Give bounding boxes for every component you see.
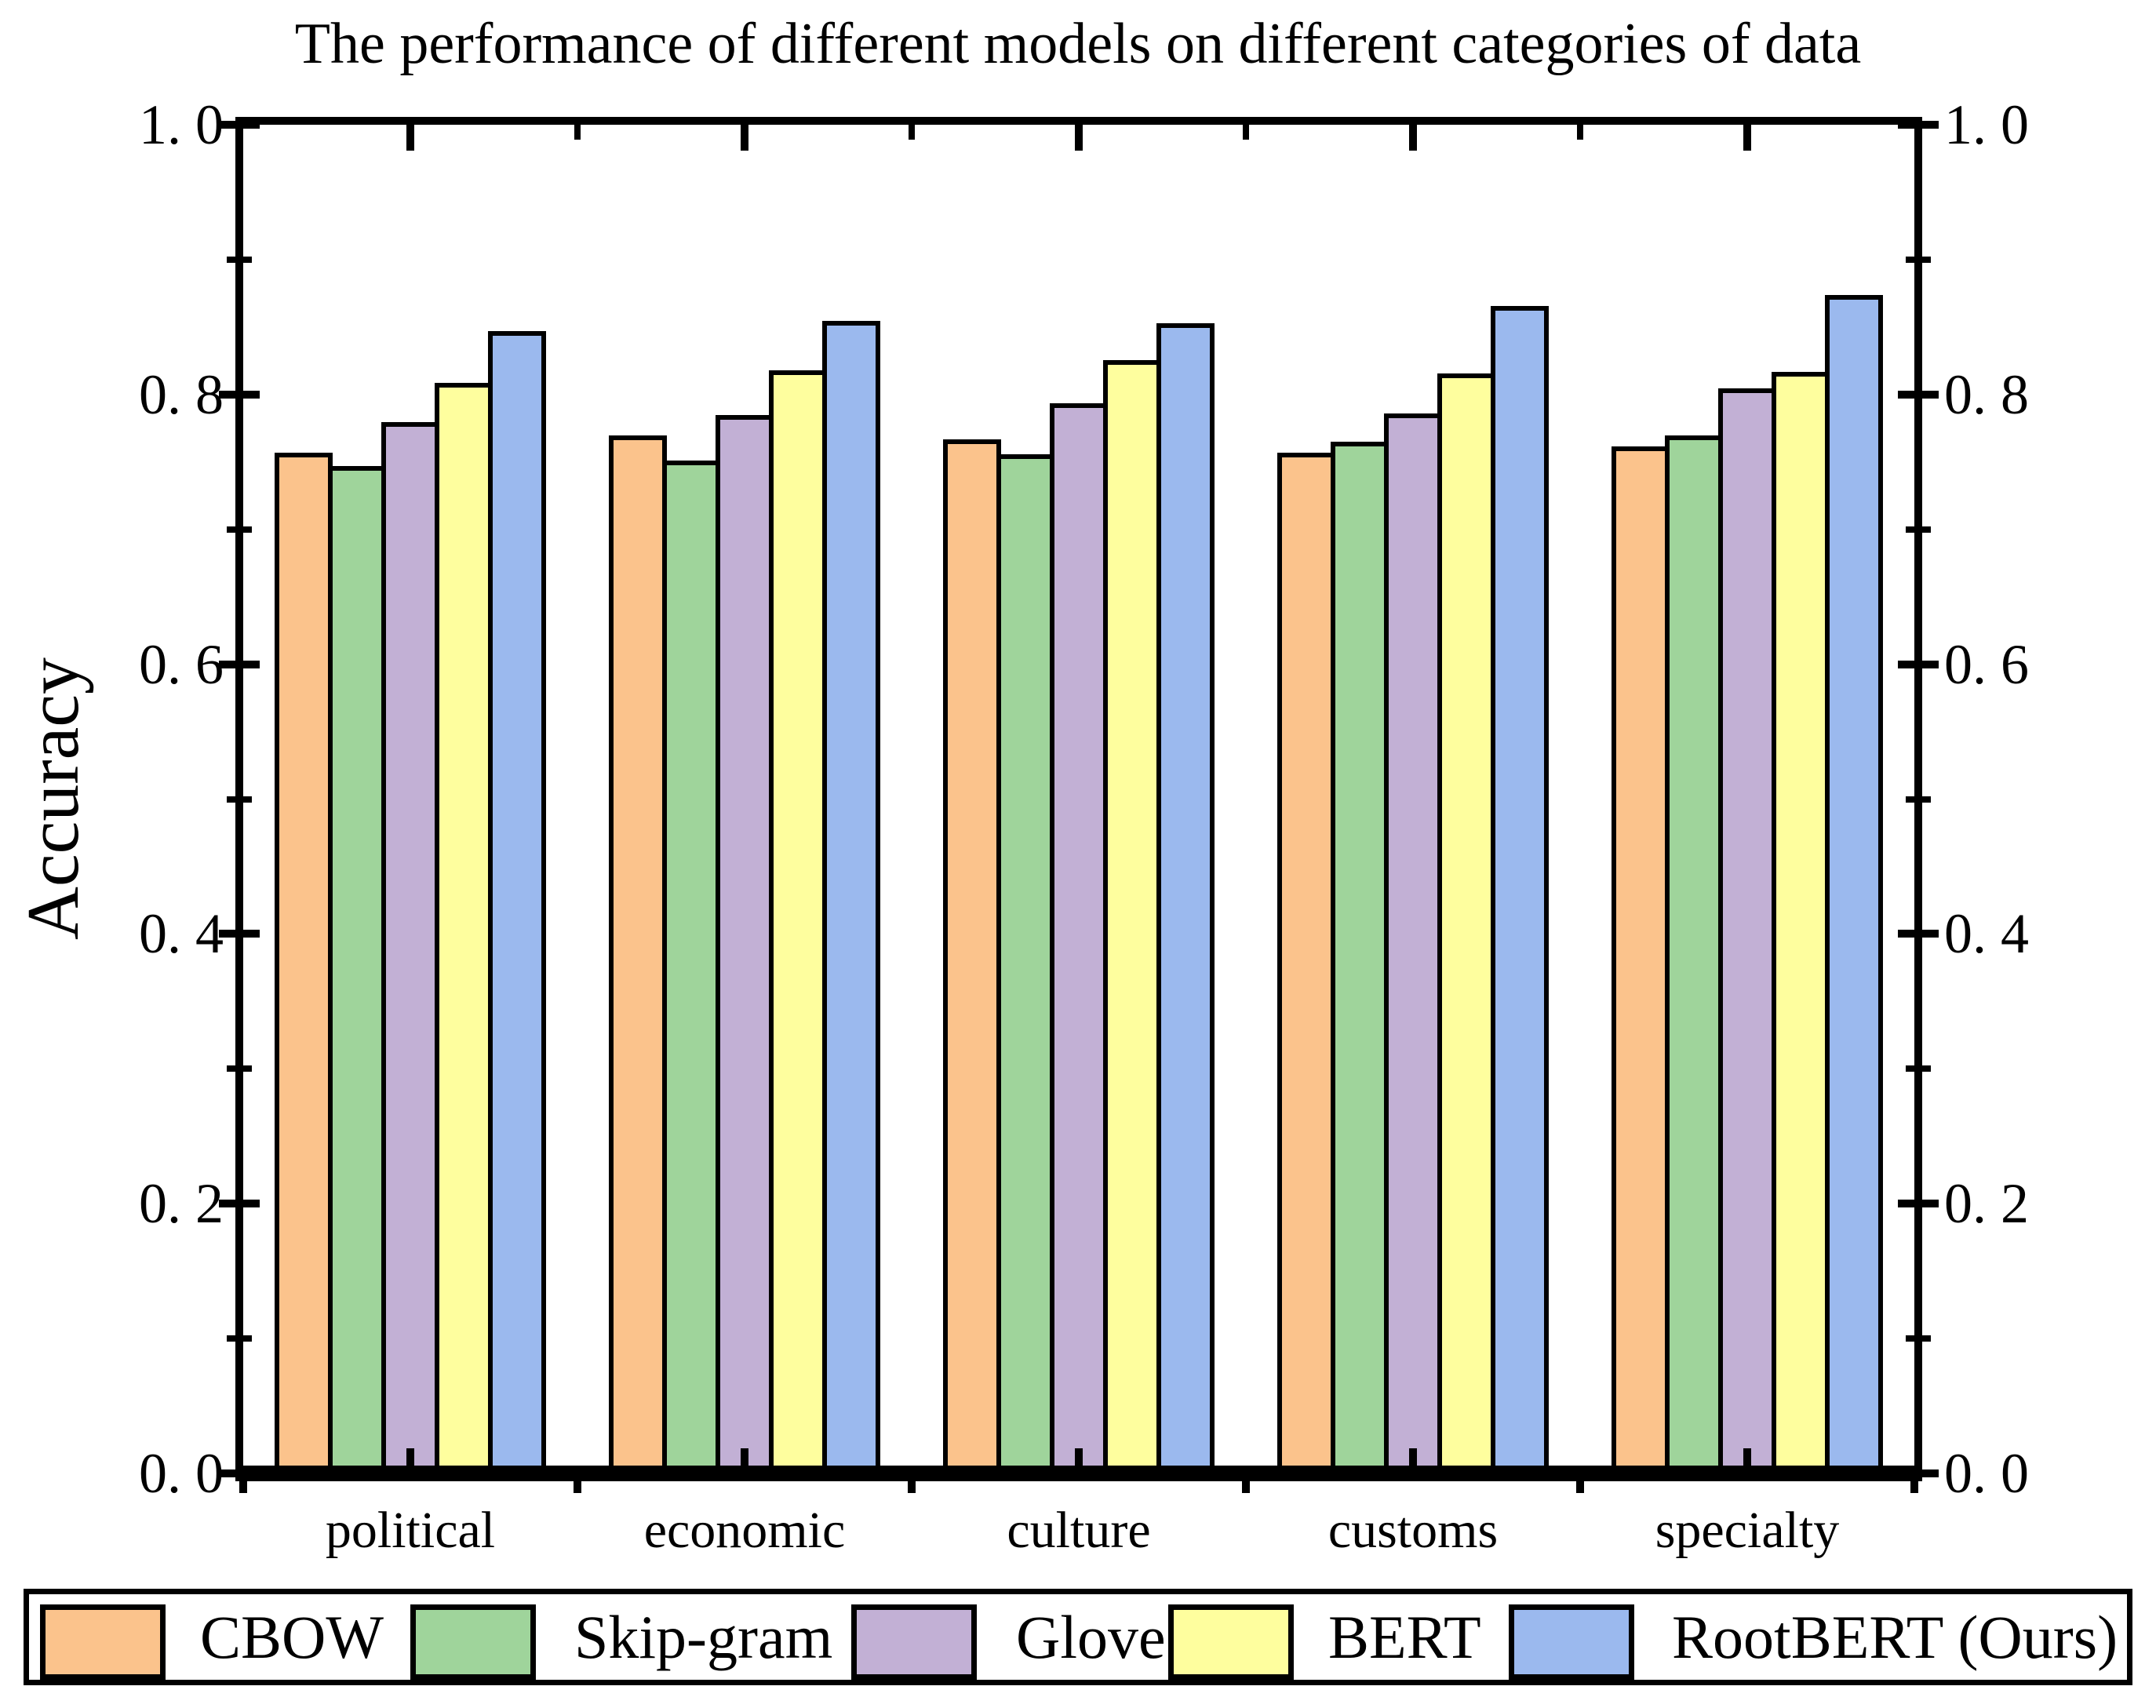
bar-culture-rootbert-ours- [1156, 323, 1215, 1478]
legend-swatch-2 [410, 1604, 536, 1680]
y-tick-label-right: 1. 0 [1944, 93, 2029, 156]
y-tick-label-left: 0. 0 [139, 1442, 224, 1505]
y-tick-label-right: 0. 4 [1944, 902, 2029, 966]
y-tick-label-left: 0. 2 [139, 1172, 224, 1236]
x-bottom-minor-tick [1242, 1469, 1250, 1493]
bar-customs-rootbert-ours- [1491, 305, 1549, 1478]
x-bottom-major-tick [741, 1448, 748, 1477]
x-bottom-major-tick [406, 1448, 414, 1477]
bar-specialty-rootbert-ours- [1825, 295, 1883, 1478]
bar-political-cbow [275, 453, 333, 1478]
plot-area [243, 125, 1914, 1478]
y-major-tick-left [219, 121, 260, 129]
y-minor-tick-left [227, 1065, 252, 1073]
x-top-major-tick [1409, 121, 1417, 151]
x-bottom-minor-tick [574, 1469, 581, 1493]
bar-political-rootbert-ours- [488, 331, 546, 1478]
y-major-tick-right [1898, 121, 1939, 129]
y-minor-tick-right [1906, 256, 1931, 263]
x-top-minor-tick [1577, 121, 1583, 140]
x-top-minor-tick [909, 121, 915, 140]
bar-economic-skip-gram [662, 461, 720, 1478]
legend-swatch-3 [851, 1604, 977, 1680]
y-major-tick-right [1898, 1469, 1939, 1477]
legend-swatch-1 [40, 1604, 166, 1680]
bar-culture-skip-gram [996, 453, 1054, 1478]
y-major-tick-right [1898, 930, 1939, 938]
bar-specialty-glove [1718, 388, 1776, 1478]
bar-specialty-skip-gram [1665, 435, 1723, 1478]
y-tick-label-left: 0. 4 [139, 902, 224, 966]
y-tick-label-left: 0. 6 [139, 632, 224, 696]
bar-economic-glove [716, 415, 774, 1478]
bar-customs-skip-gram [1331, 442, 1389, 1478]
legend-label-1: CBOW [200, 1603, 384, 1671]
x-tick-label-customs: customs [1327, 1502, 1499, 1559]
x-tick-label-economic: economic [643, 1502, 846, 1559]
legend-label-2: Skip-gram [574, 1603, 833, 1671]
bar-economic-rootbert-ours- [822, 320, 880, 1478]
y-minor-tick-left [227, 256, 252, 263]
x-top-major-tick [1743, 121, 1751, 151]
legend-swatch-5 [1509, 1604, 1634, 1680]
y-minor-tick-right [1906, 1335, 1931, 1342]
legend: CBOW Skip-gram Glove BERT RootBERT (Ours) [24, 1589, 2132, 1685]
chart-title: The performance of different models on d… [294, 12, 1862, 76]
y-tick-label-right: 0. 0 [1944, 1442, 2029, 1505]
y-major-tick-right [1898, 660, 1939, 668]
x-tick-label-specialty: specialty [1655, 1502, 1840, 1559]
legend-label-5: RootBERT (Ours) [1672, 1603, 2118, 1671]
x-top-minor-tick [1243, 121, 1249, 140]
bar-customs-glove [1384, 413, 1442, 1478]
y-minor-tick-left [227, 1335, 252, 1342]
bar-culture-glove [1050, 402, 1108, 1478]
bar-specialty-cbow [1612, 446, 1670, 1478]
legend-swatch-4 [1168, 1604, 1294, 1680]
x-bottom-major-tick [1409, 1448, 1417, 1477]
y-minor-tick-right [1906, 526, 1931, 533]
legend-label-3: Glove [1016, 1603, 1166, 1671]
bar-political-glove [381, 421, 439, 1478]
y-minor-tick-left [227, 796, 252, 803]
bar-political-skip-gram [328, 466, 386, 1478]
x-top-major-tick [741, 121, 748, 151]
bar-customs-bert [1437, 373, 1495, 1478]
y-minor-tick-right [1906, 1065, 1931, 1073]
y-tick-label-right: 0. 6 [1944, 632, 2029, 696]
x-bottom-minor-tick [1910, 1469, 1918, 1493]
legend-label-4: BERT [1328, 1603, 1481, 1671]
y-minor-tick-right [1906, 796, 1931, 803]
bar-economic-bert [769, 370, 827, 1478]
bar-culture-cbow [943, 439, 1001, 1478]
y-tick-label-right: 0. 8 [1944, 362, 2029, 426]
y-major-tick-left [219, 390, 260, 399]
x-bottom-minor-tick [239, 1469, 247, 1493]
bar-specialty-bert [1772, 372, 1830, 1478]
x-bottom-minor-tick [908, 1469, 916, 1493]
y-major-tick-left [219, 660, 260, 668]
bar-customs-cbow [1277, 453, 1335, 1478]
x-top-major-tick [1075, 121, 1083, 151]
bar-political-bert [435, 382, 493, 1478]
x-bottom-major-tick [1743, 1448, 1751, 1477]
x-tick-label-culture: culture [1007, 1502, 1151, 1559]
y-tick-label-left: 0. 8 [139, 362, 224, 426]
y-major-tick-left [219, 930, 260, 938]
y-major-tick-right [1898, 1200, 1939, 1208]
x-top-major-tick [406, 121, 414, 151]
bar-economic-cbow [609, 435, 667, 1478]
y-major-tick-left [219, 1200, 260, 1208]
x-bottom-minor-tick [1576, 1469, 1584, 1493]
y-tick-label-right: 0. 2 [1944, 1172, 2029, 1236]
x-tick-label-political: political [325, 1502, 496, 1559]
y-minor-tick-left [227, 526, 252, 533]
y-tick-label-left: 1. 0 [139, 93, 224, 156]
x-bottom-major-tick [1075, 1448, 1083, 1477]
bar-culture-bert [1103, 359, 1161, 1478]
y-major-tick-right [1898, 390, 1939, 399]
x-top-minor-tick [574, 121, 581, 140]
